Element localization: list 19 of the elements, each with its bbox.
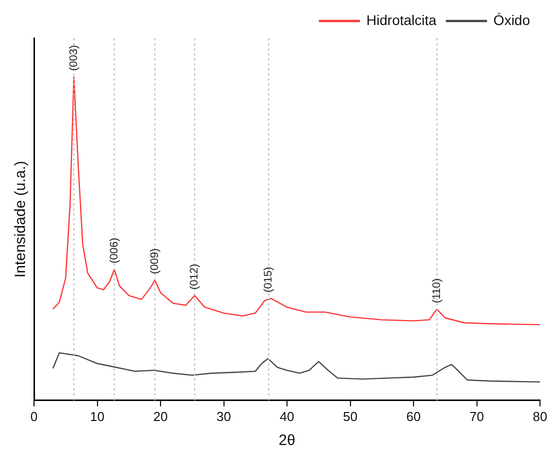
x-tick-label: 10 xyxy=(90,408,104,424)
x-axis-title: 2θ xyxy=(278,432,296,450)
annotation: (012) xyxy=(188,264,201,290)
annotation: (009) xyxy=(148,248,161,274)
annotation: (006) xyxy=(108,238,120,264)
x-tick-label: 40 xyxy=(280,408,294,424)
x-tick-label: 20 xyxy=(153,408,168,424)
annotation: (015) xyxy=(262,266,275,292)
x-tick-label: 30 xyxy=(216,408,231,424)
x-tick-label: 60 xyxy=(406,408,421,424)
x-tick-label: 70 xyxy=(470,408,484,424)
x-tick-label: 80 xyxy=(532,408,548,424)
y-axis-title: Intensidade (u.a.) xyxy=(12,160,30,278)
annotation: (003) xyxy=(68,45,80,71)
x-tick-label: 0 xyxy=(30,408,38,424)
legend-label: Hidrotalcita xyxy=(366,12,437,28)
legend-label: Óxido xyxy=(493,12,530,28)
x-tick-label: 50 xyxy=(343,408,358,424)
annotation: (110) xyxy=(430,278,443,304)
